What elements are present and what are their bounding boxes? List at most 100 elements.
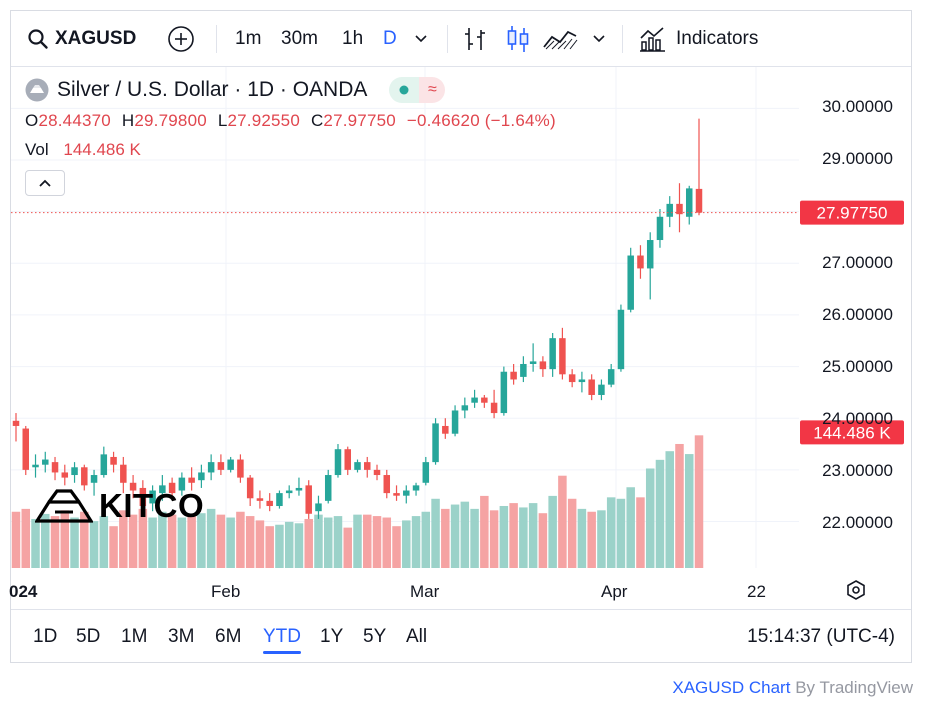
range-6m[interactable]: 6M: [215, 626, 242, 647]
candle-body: [149, 490, 156, 504]
volume-value: 144.486 K: [63, 140, 141, 159]
candle-body: [364, 462, 371, 470]
market-status-badge[interactable]: ≈: [389, 77, 446, 103]
chevron-down-icon: [593, 35, 605, 43]
volume-bar: [245, 516, 255, 568]
volume-bar: [441, 508, 450, 568]
chevron-up-icon: [39, 179, 51, 187]
volume-bar: [460, 501, 470, 568]
price-tick: 30.00000: [822, 97, 893, 116]
candle-body: [51, 462, 59, 473]
time-tick: Mar: [410, 582, 440, 601]
candle-body: [227, 459, 234, 470]
volume-bar: [577, 508, 587, 568]
attribution-link[interactable]: XAGUSD Chart: [672, 678, 791, 697]
indicators-button[interactable]: Indicators: [639, 11, 758, 67]
symbol-search[interactable]: XAGUSD: [27, 11, 136, 67]
candle-body: [110, 456, 117, 465]
volume-bar: [119, 510, 128, 568]
volume-bar: [197, 513, 206, 568]
area-style-button[interactable]: [542, 11, 580, 67]
volume-bar: [363, 514, 372, 568]
legend-collapse-button[interactable]: [25, 170, 65, 196]
candle-body: [237, 459, 244, 478]
volume-bar: [99, 516, 109, 568]
candle-body: [354, 462, 361, 470]
candle-body: [490, 402, 498, 414]
kitco-wordmark: KITCO: [99, 487, 205, 524]
candle-body: [529, 361, 537, 364]
candle-body: [500, 371, 508, 414]
volume-bar: [206, 508, 216, 568]
interval-d[interactable]: D: [383, 28, 397, 49]
high-label: H: [121, 111, 135, 130]
candle-body: [520, 363, 527, 377]
volume-bar: [480, 495, 489, 568]
candle-body: [422, 462, 430, 483]
volume-bar: [89, 521, 99, 568]
volume-bar: [519, 507, 528, 568]
candle-body: [617, 309, 625, 370]
volume-bar: [294, 523, 304, 568]
range-all[interactable]: All: [406, 626, 428, 647]
chart-settings-button[interactable]: [845, 579, 867, 606]
delayed-data-icon: ≈: [419, 77, 446, 103]
range-1d[interactable]: 1D: [33, 626, 58, 647]
candles-style-button[interactable]: [506, 11, 530, 67]
chart-widget: XAGUSD 1m 30m 1h D Indicators: [9, 10, 913, 664]
open-label: O: [25, 111, 39, 130]
volume-bar: [70, 517, 79, 568]
candle-body: [510, 371, 517, 380]
volume-bar: [558, 475, 567, 568]
range-5y[interactable]: 5Y: [363, 626, 387, 647]
range-5d[interactable]: 5D: [76, 626, 101, 647]
volume-bar: [538, 513, 548, 568]
volume-bar: [148, 517, 157, 568]
volume-bar: [694, 435, 704, 568]
interval-1h[interactable]: 1h: [342, 28, 364, 49]
volume-bar: [684, 454, 694, 568]
candle-body: [42, 459, 49, 465]
range-1m[interactable]: 1M: [121, 626, 148, 647]
volume-bar: [236, 511, 245, 568]
toolbar-divider: [447, 25, 448, 53]
candle-body: [393, 493, 400, 496]
price-tick: 26.00000: [822, 305, 893, 324]
range-1y[interactable]: 1Y: [320, 626, 344, 647]
candle-body: [695, 188, 703, 213]
candle-body: [568, 374, 576, 383]
candle-body: [266, 500, 273, 507]
candle-body: [198, 472, 205, 481]
time-tick: 024: [9, 582, 38, 601]
plus-circle-icon: [168, 26, 194, 52]
settings-hexagon-icon: [847, 580, 865, 600]
volume-bar: [343, 527, 352, 568]
chart-style-dropdown[interactable]: [592, 11, 606, 67]
candle-body: [315, 503, 322, 512]
candle-body: [666, 203, 673, 217]
range-3m[interactable]: 3M: [168, 626, 195, 647]
compare-button[interactable]: [167, 11, 195, 67]
interval-1m[interactable]: 1m: [235, 28, 262, 49]
candle-body: [432, 423, 439, 463]
candlestick-chart[interactable]: 27.97750 144.486 K: [11, 11, 913, 609]
volume-bar: [450, 504, 460, 568]
ohlc-values: O28.44370 H29.79800 L27.92550 C27.97750 …: [25, 111, 556, 131]
symbol-name: XAGUSD: [55, 28, 137, 49]
range-bar: 1D 5D 1M 3M 6M YTD 1Y 5Y All 15:14:37 (U…: [11, 609, 911, 664]
timezone-clock[interactable]: 15:14:37 (UTC-4): [747, 626, 895, 647]
candle-body: [637, 255, 644, 269]
candle-body: [646, 240, 654, 269]
high-value: 29.79800: [134, 111, 207, 130]
volume-bar: [645, 468, 655, 568]
candle-body: [383, 475, 391, 494]
range-ytd[interactable]: YTD: [263, 610, 301, 664]
interval-30m[interactable]: 30m: [281, 28, 318, 49]
bar-style-button[interactable]: [463, 11, 489, 67]
interval-dropdown[interactable]: [414, 11, 428, 67]
candle-body: [344, 449, 351, 470]
open-value: 28.44370: [38, 111, 111, 130]
volume-bar: [314, 514, 323, 568]
volume-bar: [167, 514, 177, 568]
candle-body: [276, 493, 283, 507]
